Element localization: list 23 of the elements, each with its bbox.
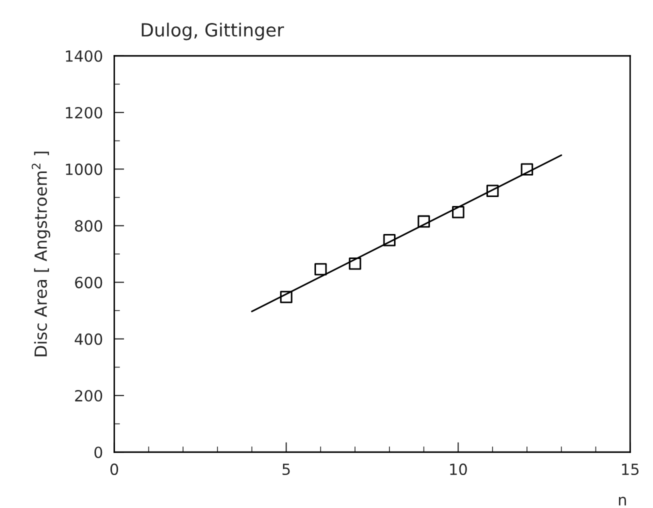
y-tick-label: 1000 xyxy=(66,164,102,176)
y-tick-label: 400 xyxy=(74,333,102,345)
y-axis-title: Disc Area [ Angstroem$^{2}$ ] xyxy=(32,152,50,356)
point xyxy=(520,163,534,176)
x-axis-title: n xyxy=(618,496,626,506)
point xyxy=(383,234,396,246)
x-tick-label: 10 xyxy=(450,464,467,476)
y-tick-label: 1200 xyxy=(66,106,102,119)
y-tick-label: 200 xyxy=(75,390,102,402)
point xyxy=(280,290,292,304)
x-tick-label: 15 xyxy=(622,464,639,476)
point xyxy=(452,206,464,218)
y-tick-label: 0 xyxy=(94,446,102,458)
chart-title: Dulog, Gittinger xyxy=(142,22,284,40)
point xyxy=(418,215,430,228)
point xyxy=(348,257,362,270)
y-tick-label: 600 xyxy=(75,276,102,288)
point xyxy=(486,184,499,198)
x-tick-label: 0 xyxy=(110,464,118,476)
x-tick-label: 5 xyxy=(282,464,290,476)
y-tick-label: 800 xyxy=(75,220,102,232)
y-tick-label: 1400 xyxy=(66,50,102,62)
point xyxy=(314,263,327,276)
